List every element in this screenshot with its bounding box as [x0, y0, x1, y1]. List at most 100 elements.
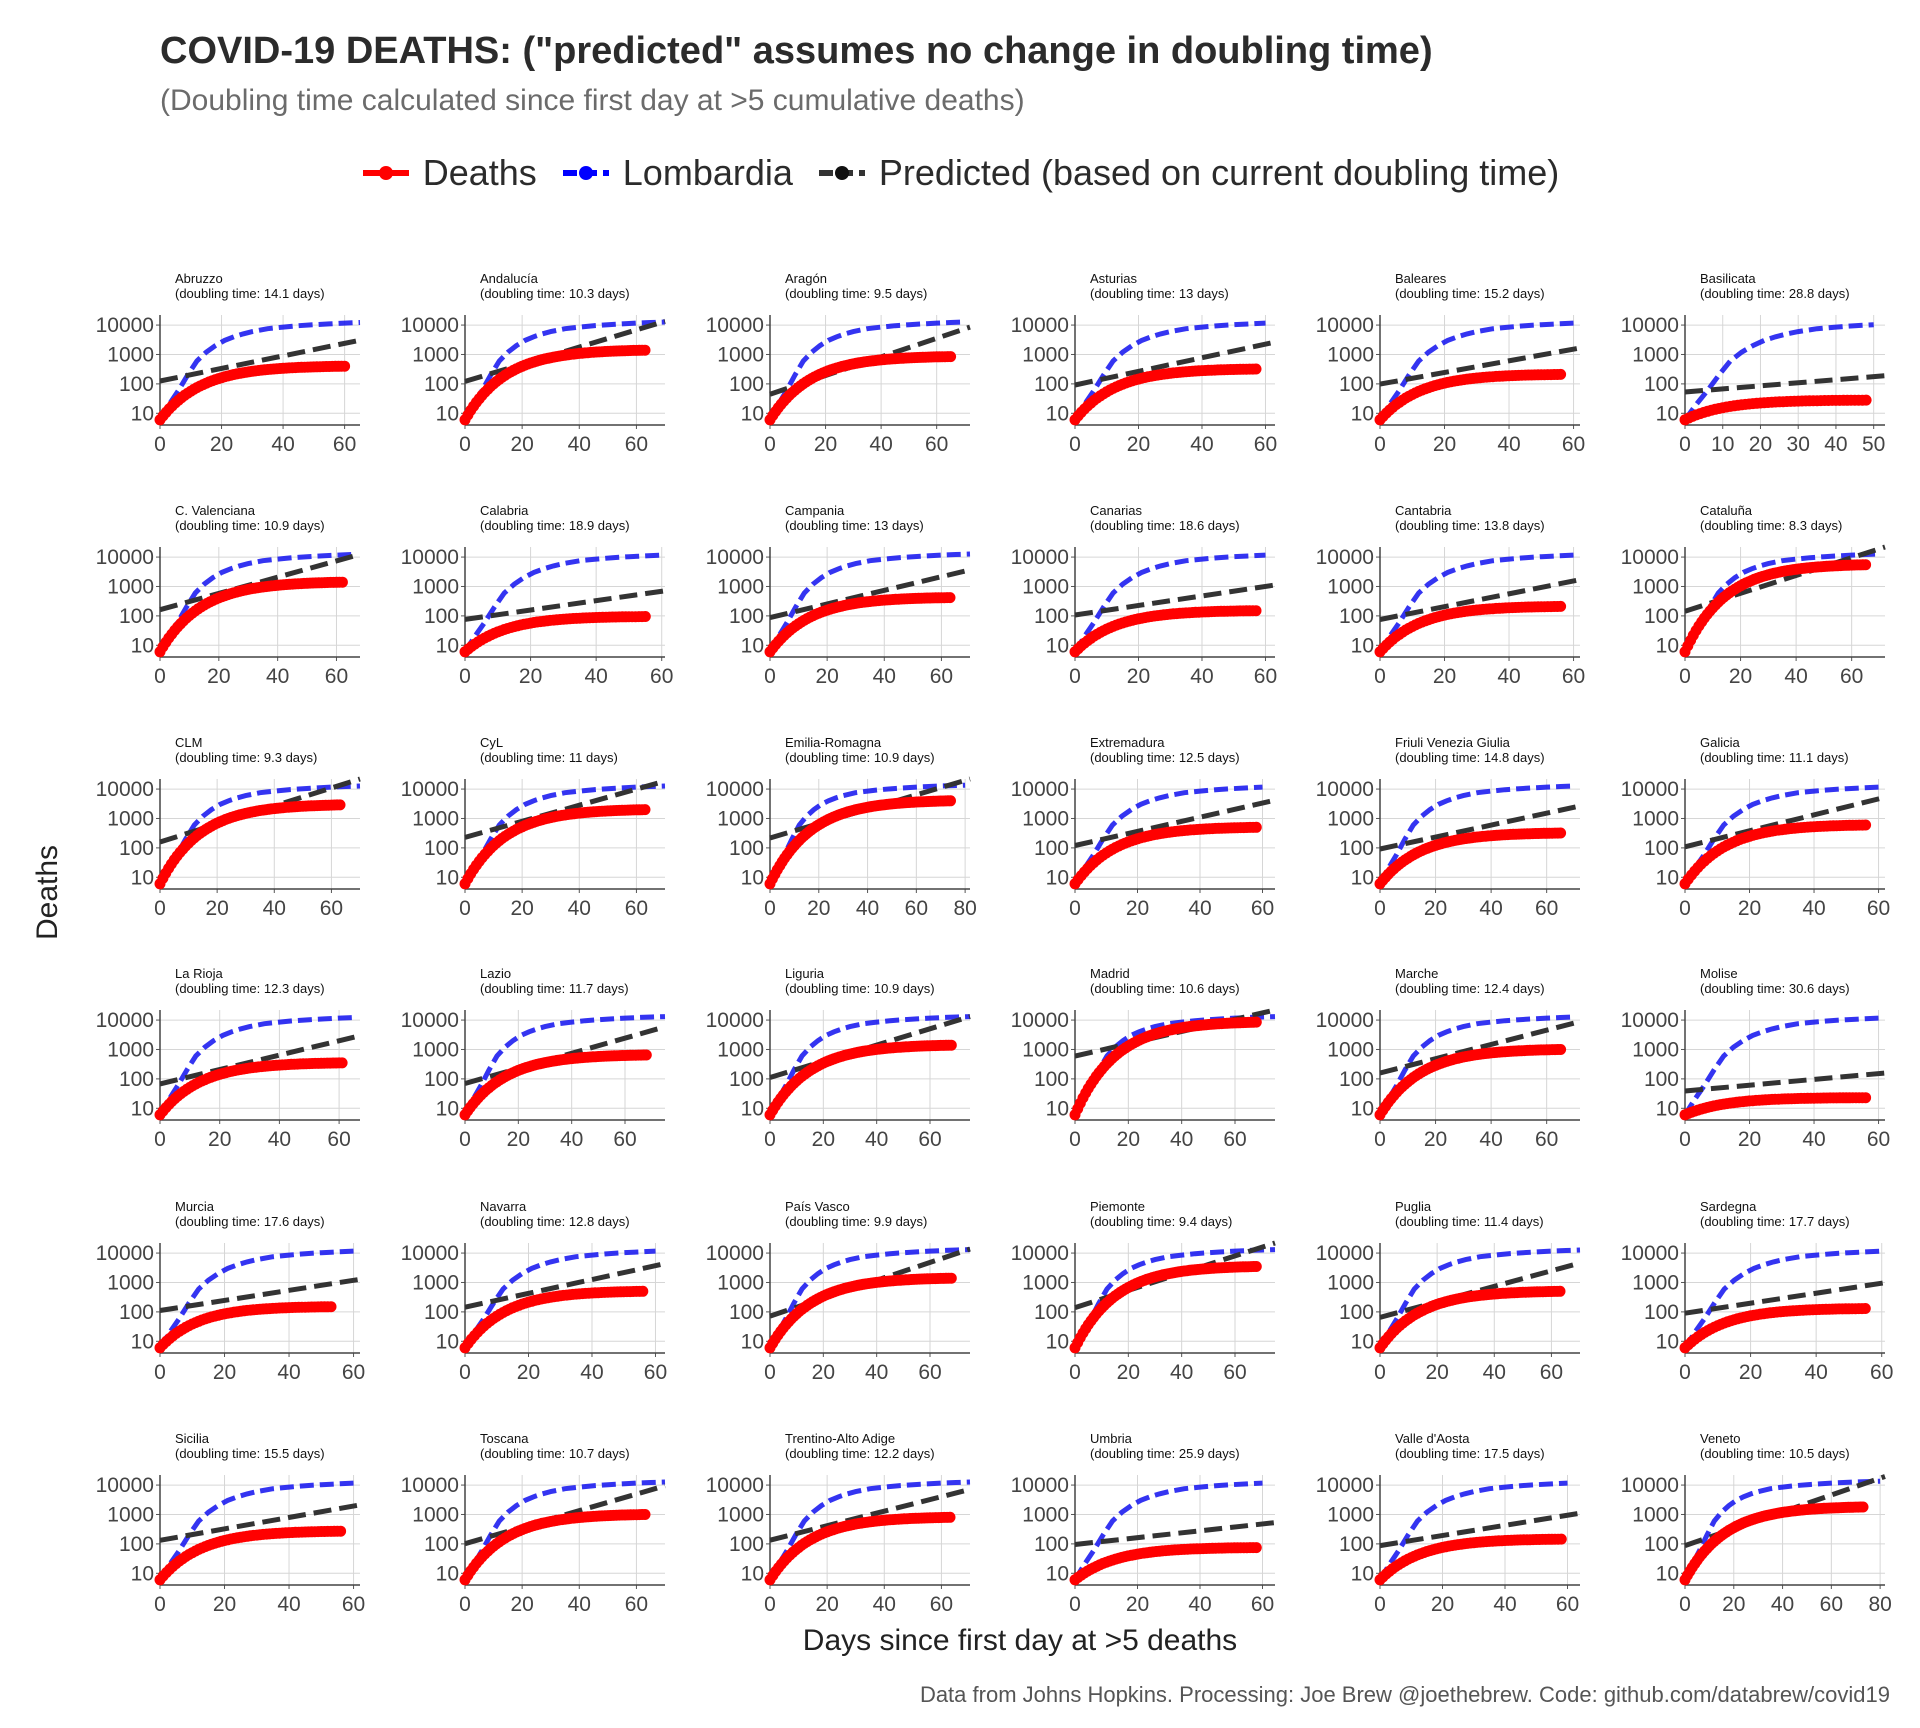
x-tick-label: 60 — [1556, 1593, 1579, 1616]
x-tick-label: 60 — [1540, 1361, 1563, 1384]
predicted-line — [1379, 577, 1581, 622]
panel-basilicata: Basilicata(doubling time: 28.8 days) 10 10… — [1621, 271, 1886, 456]
x-tick-label: 60 — [930, 1593, 953, 1616]
y-tick-label: 10000 — [1316, 778, 1374, 801]
x-tick-label: 20 — [1126, 1593, 1149, 1616]
panel-doubling-subtitle: (doubling time: 9.3 days) — [175, 750, 317, 765]
panel-doubling-subtitle: (doubling time: 10.6 days) — [1090, 981, 1240, 996]
x-tick-label: 30 — [1787, 433, 1810, 456]
x-tick-label: 60 — [1223, 1361, 1246, 1384]
panel-la-rioja: La Rioja(doubling time: 12.3 days) 10 100 1… — [96, 966, 361, 1151]
predicted-line — [159, 1033, 361, 1087]
y-tick-label: 10 — [1656, 402, 1679, 425]
panel-doubling-subtitle: (doubling time: 14.1 days) — [175, 286, 325, 301]
x-tick-label: 40 — [277, 1361, 300, 1384]
predicted-line — [464, 588, 666, 622]
y-tick-label: 10000 — [1621, 1009, 1679, 1032]
y-tick-label: 100 — [729, 1301, 764, 1324]
x-tick-label: 0 — [1679, 433, 1691, 456]
deaths-point — [1250, 605, 1262, 617]
panel-doubling-subtitle: (doubling time: 13 days) — [785, 518, 924, 533]
y-tick-label: 10 — [436, 1097, 459, 1120]
panel-region-title: Navarra — [480, 1199, 527, 1214]
y-tick-label: 1000 — [1022, 1503, 1069, 1526]
x-tick-label: 40 — [1784, 665, 1807, 688]
y-tick-label: 10 — [436, 1330, 459, 1353]
x-tick-label: 60 — [625, 897, 648, 920]
panel-friuli-venezia-giulia: Friuli Venezia Giulia(doubling time: 14.… — [1316, 735, 1581, 920]
y-tick-label: 100 — [424, 1068, 459, 1091]
caption: Data from Johns Hopkins. Processing: Joe… — [919, 1682, 1890, 1707]
x-tick-label: 40 — [568, 897, 591, 920]
panel-doubling-subtitle: (doubling time: 10.7 days) — [480, 1446, 630, 1461]
x-tick-label: 20 — [1127, 433, 1150, 456]
x-tick-label: 20 — [507, 1128, 530, 1151]
panel-asturias: Asturias(doubling time: 13 days) 10 100 100… — [1011, 271, 1278, 456]
panel-region-title: Sardegna — [1700, 1199, 1757, 1214]
deaths-point — [1555, 827, 1567, 839]
x-tick-label: 60 — [1254, 665, 1277, 688]
y-tick-label: 10000 — [401, 1474, 459, 1497]
panel-cantabria: Cantabria(doubling time: 13.8 days) 10 100… — [1316, 503, 1586, 688]
deaths-point — [1555, 368, 1567, 380]
y-tick-label: 100 — [1339, 605, 1374, 628]
y-tick-label: 1000 — [1632, 807, 1679, 830]
lombardia-line — [157, 1480, 354, 1582]
y-tick-label: 10000 — [1316, 1009, 1374, 1032]
panel-region-title: Marche — [1395, 966, 1438, 981]
y-tick-label: 100 — [1644, 1533, 1679, 1556]
x-tick-label: 40 — [873, 665, 896, 688]
x-tick-label: 40 — [580, 1361, 603, 1384]
deaths-point — [1860, 1092, 1872, 1104]
y-tick-label: 1000 — [717, 1503, 764, 1526]
y-tick-label: 10000 — [706, 546, 764, 569]
y-tick-label: 10000 — [1316, 314, 1374, 337]
lombardia-line — [157, 1248, 354, 1350]
x-tick-label: 60 — [327, 1128, 350, 1151]
lombardia-line — [1072, 1480, 1263, 1582]
lombardia-line — [1682, 1015, 1879, 1117]
y-tick-label: 100 — [424, 605, 459, 628]
y-tick-label: 10 — [1046, 634, 1069, 657]
x-tick-label: 60 — [1562, 665, 1585, 688]
y-tick-label: 10 — [131, 866, 154, 889]
x-tick-label: 20 — [1425, 1361, 1448, 1384]
y-tick-label: 10 — [436, 1562, 459, 1585]
y-tick-label: 100 — [424, 1533, 459, 1556]
y-tick-label: 10000 — [706, 778, 764, 801]
predicted-line — [1684, 373, 1886, 395]
panel-doubling-subtitle: (doubling time: 18.9 days) — [480, 518, 630, 533]
panel-catalu-a: Cataluña(doubling time: 8.3 days) 10 100 10… — [1621, 503, 1886, 688]
panel-sardegna: Sardegna(doubling time: 17.7 days) 10 100 1… — [1621, 1199, 1894, 1384]
y-tick-label: 100 — [1644, 373, 1679, 396]
x-tick-label: 0 — [1069, 1128, 1081, 1151]
panel-doubling-subtitle: (doubling time: 25.9 days) — [1090, 1446, 1240, 1461]
y-tick-label: 10000 — [1621, 314, 1679, 337]
y-tick-label: 100 — [424, 837, 459, 860]
x-tick-label: 0 — [1374, 1128, 1386, 1151]
x-tick-label: 20 — [812, 1361, 835, 1384]
x-tick-label: 0 — [1069, 665, 1081, 688]
x-tick-label: 0 — [1069, 1361, 1081, 1384]
predicted-line — [1684, 1070, 1886, 1094]
y-tick-label: 100 — [1034, 1533, 1069, 1556]
y-tick-label: 100 — [729, 373, 764, 396]
panel-doubling-subtitle: (doubling time: 8.3 days) — [1700, 518, 1842, 533]
x-tick-label: 0 — [1679, 897, 1691, 920]
panel-trentino-alto-adige: Trentino-Alto Adige(doubling time: 12.2 … — [706, 1431, 971, 1616]
y-tick-label: 10000 — [706, 1242, 764, 1265]
panel-valle-d-aosta: Valle d'Aosta(doubling time: 17.5 days) 1… — [1316, 1431, 1581, 1616]
panel-doubling-subtitle: (doubling time: 14.8 days) — [1395, 750, 1545, 765]
predicted-line — [1379, 345, 1581, 387]
y-tick-label: 10000 — [96, 1474, 154, 1497]
predicted-line — [1684, 794, 1886, 850]
x-tick-label: 0 — [459, 1128, 471, 1151]
y-tick-label: 10 — [1656, 634, 1679, 657]
x-tick-label: 60 — [1251, 897, 1274, 920]
panel-region-title: C. Valenciana — [175, 503, 256, 518]
lombardia-line — [462, 1014, 666, 1116]
y-tick-label: 100 — [729, 837, 764, 860]
panel-puglia: Puglia(doubling time: 11.4 days) 10 100 100… — [1316, 1199, 1581, 1384]
panel-doubling-subtitle: (doubling time: 10.3 days) — [480, 286, 630, 301]
lombardia-line — [767, 551, 971, 654]
